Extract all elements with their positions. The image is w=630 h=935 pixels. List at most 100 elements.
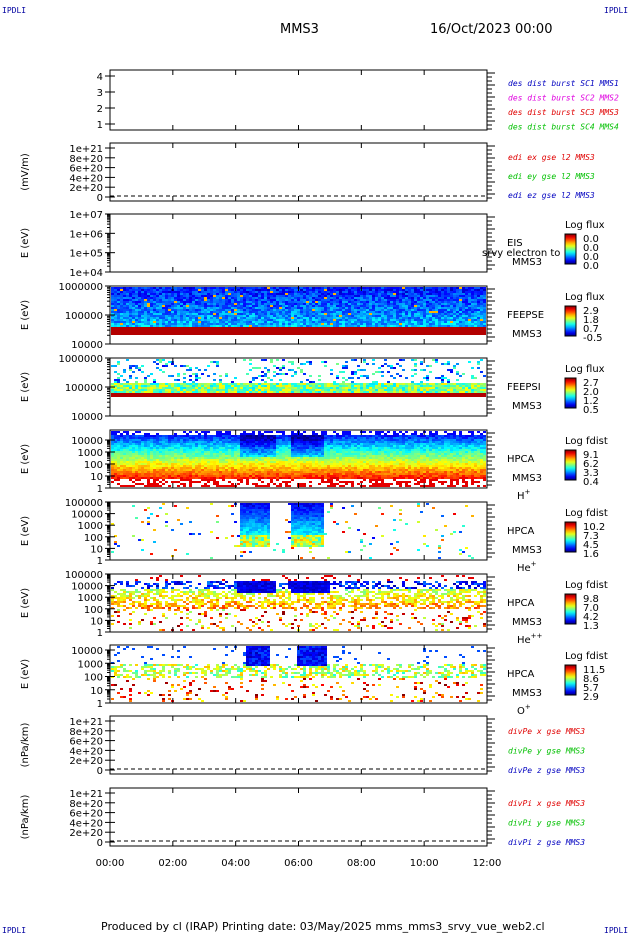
spectrogram-cell bbox=[477, 287, 480, 289]
spectrogram-cell bbox=[219, 305, 222, 307]
spectrogram-cell bbox=[393, 287, 396, 289]
spectrogram-cell bbox=[117, 327, 120, 329]
spectrogram-cell bbox=[135, 309, 138, 311]
spectrogram-cell bbox=[153, 311, 156, 313]
spectrogram-cell bbox=[366, 293, 369, 295]
spectrogram-cell bbox=[201, 313, 204, 315]
spectrogram-cell bbox=[171, 303, 174, 305]
spectrogram-cell bbox=[174, 459, 177, 461]
spectrogram-cell bbox=[342, 385, 345, 387]
spectrogram-cell bbox=[213, 291, 216, 293]
spectrogram-cell bbox=[351, 303, 354, 305]
spectrogram-cell bbox=[369, 311, 372, 313]
spectrogram-cell bbox=[177, 331, 180, 333]
spectrogram-cell bbox=[258, 327, 261, 329]
spectrogram-cell bbox=[120, 445, 123, 447]
spectrogram-cell bbox=[231, 323, 234, 325]
spectrogram-cell bbox=[207, 395, 210, 397]
spectrogram-cell bbox=[438, 303, 441, 305]
spectrogram-cell bbox=[387, 391, 390, 393]
spectrogram-cell bbox=[150, 485, 153, 487]
spectrogram-cell bbox=[261, 301, 264, 303]
spectrogram-cell bbox=[135, 331, 138, 333]
spectrogram-cell bbox=[288, 383, 291, 385]
spectrogram-cell bbox=[195, 393, 198, 395]
spectrogram-cell bbox=[474, 291, 477, 293]
spectrogram-cell bbox=[117, 443, 120, 445]
spectrogram-cell bbox=[123, 387, 126, 389]
spectrogram-cell bbox=[324, 331, 327, 333]
spectrogram-cell bbox=[426, 311, 429, 313]
spectrogram-cell bbox=[234, 315, 237, 317]
spectrogram-cell bbox=[144, 321, 147, 323]
spectrogram-cell bbox=[381, 301, 384, 303]
spectrogram-cell bbox=[165, 461, 168, 463]
spectrogram-cell bbox=[291, 395, 294, 397]
spectrogram-cell bbox=[138, 393, 141, 395]
spectrogram-cell bbox=[219, 381, 222, 383]
spectrogram-cell bbox=[255, 367, 258, 369]
spectrogram-cell bbox=[267, 329, 270, 331]
spectrogram-cell bbox=[411, 307, 414, 309]
spectrogram-cell bbox=[255, 313, 258, 315]
spectrogram-cell bbox=[129, 455, 132, 457]
spectrogram-cell bbox=[426, 299, 429, 301]
spectrogram-cell bbox=[387, 395, 390, 397]
spectrogram-cell bbox=[444, 293, 447, 295]
spectrogram-cell bbox=[165, 295, 168, 297]
spectrogram-cell bbox=[165, 323, 168, 325]
spectrogram-cell bbox=[144, 307, 147, 309]
spectrogram-cell bbox=[141, 305, 144, 307]
spectrogram-cell bbox=[111, 303, 114, 305]
spectrogram-cell bbox=[144, 465, 147, 467]
spectrogram-cell bbox=[186, 315, 189, 317]
spectrogram-cell bbox=[135, 447, 138, 449]
spectrogram-cell bbox=[222, 323, 225, 325]
spectrogram-cell bbox=[228, 291, 231, 293]
spectrogram-cell bbox=[132, 327, 135, 329]
spectrogram-cell bbox=[456, 323, 459, 325]
spectrogram-cell bbox=[438, 315, 441, 317]
spectrogram-cell bbox=[282, 309, 285, 311]
spectrogram-cell bbox=[249, 295, 252, 297]
spectrogram-cell bbox=[120, 463, 123, 465]
spectrogram-cell bbox=[414, 363, 417, 365]
spectrogram-cell bbox=[216, 329, 219, 331]
spectrogram-cell bbox=[186, 327, 189, 329]
spectrogram-cell bbox=[306, 313, 309, 315]
spectrogram-cell bbox=[132, 447, 135, 449]
spectrogram-cell bbox=[462, 313, 465, 315]
spectrogram-cell bbox=[156, 465, 159, 467]
spectrogram-cell bbox=[114, 437, 117, 439]
spectrogram-cell bbox=[339, 321, 342, 323]
spectrogram-cell bbox=[300, 301, 303, 303]
spectrogram-cell bbox=[393, 301, 396, 303]
spectrogram-cell bbox=[129, 477, 132, 479]
spectrogram-cell bbox=[339, 317, 342, 319]
spectrogram-cell bbox=[465, 331, 468, 333]
spectrogram-cell bbox=[423, 305, 426, 307]
spectrogram-cell bbox=[435, 385, 438, 387]
spectrogram-cell bbox=[450, 317, 453, 319]
spectrogram-cell bbox=[126, 325, 129, 327]
spectrogram-cell bbox=[378, 395, 381, 397]
spectrogram-cell bbox=[138, 313, 141, 315]
spectrogram-cell bbox=[165, 393, 168, 395]
spectrogram-cell bbox=[270, 293, 273, 295]
spectrogram-cell bbox=[294, 315, 297, 317]
spectrogram-cell bbox=[375, 315, 378, 317]
spectrogram-cell bbox=[333, 393, 336, 395]
spectrogram-cell bbox=[306, 379, 309, 381]
spectrogram-cell bbox=[153, 291, 156, 293]
spectrogram-cell bbox=[282, 327, 285, 329]
spectrogram-cell bbox=[168, 453, 171, 455]
spectrogram-cell bbox=[180, 457, 183, 459]
spectrogram-cell bbox=[336, 395, 339, 397]
spectrogram-cell bbox=[132, 463, 135, 465]
spectrogram-cell bbox=[402, 369, 405, 371]
spectrogram-cell bbox=[159, 393, 162, 395]
spectrogram-cell bbox=[189, 321, 192, 323]
spectrogram-cell bbox=[432, 329, 435, 331]
spectrogram-cell bbox=[111, 431, 114, 433]
spectrogram-cell bbox=[153, 435, 156, 437]
